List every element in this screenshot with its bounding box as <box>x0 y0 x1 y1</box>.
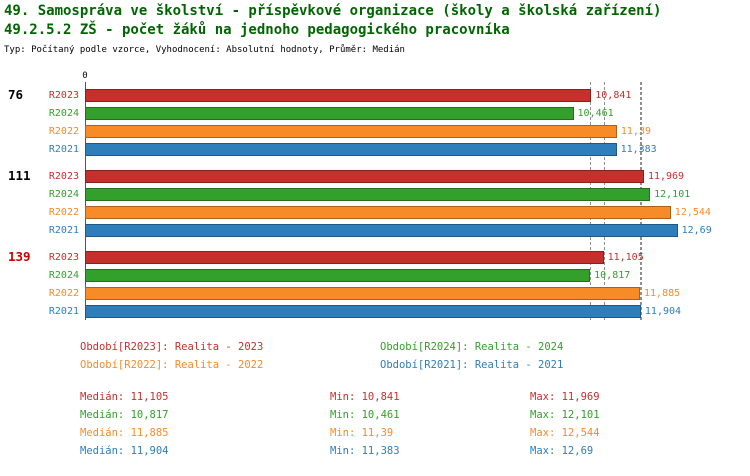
series-label: R2023 <box>48 89 79 101</box>
series-label: R2021 <box>48 143 79 155</box>
legend-item-R2022: Období[R2022]: Realita - 2022 <box>80 359 264 371</box>
bar-R2023 <box>85 88 592 102</box>
bar-value-label: 11,904 <box>644 305 682 317</box>
bar-value-label: 12,101 <box>654 188 691 200</box>
stat-min-R2023: Min: 10,841 <box>330 391 400 403</box>
group-id-label: 139 <box>8 249 31 264</box>
bar-row-R2023: R2023 11,969 <box>0 167 750 185</box>
bar-R2022 <box>85 286 641 300</box>
y-axis-line <box>85 82 86 320</box>
bar-R2023 <box>85 169 644 183</box>
series-label: R2024 <box>48 188 79 200</box>
bar-row-R2022: R2022 11,885 <box>0 284 750 302</box>
bar-row-R2024: R2024 12,101 <box>0 185 750 203</box>
group-id-label: 76 <box>8 87 24 102</box>
legend-item-R2024: Období[R2024]: Realita - 2024 <box>380 341 564 353</box>
bar-R2023 <box>85 250 604 264</box>
bar-R2024 <box>85 106 574 120</box>
bar-value-label: 10,841 <box>595 89 632 101</box>
stat-median-R2023: Medián: 11,105 <box>80 391 169 403</box>
bar-row-R2024: R2024 10,461 <box>0 104 750 122</box>
bar-row-R2022: R2022 11,39 <box>0 122 750 140</box>
chart-subtitle: Typ: Počítaný podle vzorce, Vyhodnocení:… <box>4 45 405 55</box>
bar-value-label: 10,817 <box>594 269 631 281</box>
stat-median-R2021: Medián: 11,904 <box>80 445 169 457</box>
bar-value-label: 11,885 <box>644 287 681 299</box>
chart-title: 49.2.5.2 ZŠ - počet žáků na jednoho peda… <box>4 22 510 38</box>
median-line-R2022 <box>640 82 642 320</box>
series-label: R2022 <box>48 206 79 218</box>
bar-value-label: 10,461 <box>577 107 614 119</box>
series-label: R2021 <box>48 305 79 317</box>
stat-max-R2024: Max: 12,101 <box>530 409 600 421</box>
stat-max-R2022: Max: 12,544 <box>530 427 600 439</box>
series-label: R2023 <box>48 251 79 263</box>
series-label: R2024 <box>48 269 79 281</box>
series-label: R2024 <box>48 107 79 119</box>
page-title: 49. Samospráva ve školství - příspěvkové… <box>4 3 662 19</box>
bar-row-R2023: R2023 10,841 <box>0 86 750 104</box>
bar-value-label: 11,969 <box>647 170 685 182</box>
series-label: R2023 <box>48 170 79 182</box>
median-line-R2023 <box>603 82 605 320</box>
stat-median-R2022: Medián: 11,885 <box>80 427 169 439</box>
legend-item-R2021: Období[R2021]: Realita - 2021 <box>380 359 564 371</box>
bar-row-R2023: R2023 11,105 <box>0 248 750 266</box>
stat-max-R2023: Max: 11,969 <box>530 391 600 403</box>
plot-area: 76 R2023 10,841 R2024 10,461 R2022 11,39 R2021 1… <box>0 82 750 320</box>
median-line-R2024 <box>590 82 592 320</box>
group-id-label: 111 <box>8 168 31 183</box>
stat-median-R2024: Medián: 10,817 <box>80 409 169 421</box>
bar-row-R2024: R2024 10,817 <box>0 266 750 284</box>
bar-R2021 <box>85 142 617 156</box>
axis-zero-label: 0 <box>82 71 88 81</box>
bar-row-R2022: R2022 12,544 <box>0 203 750 221</box>
stat-min-R2021: Min: 11,383 <box>330 445 400 457</box>
series-label: R2021 <box>48 224 79 236</box>
bar-R2022 <box>85 124 617 138</box>
bar-value-label: 11,105 <box>607 251 644 263</box>
bar-value-label: 12,544 <box>674 206 711 218</box>
series-label: R2022 <box>48 125 79 137</box>
bar-R2022 <box>85 205 671 219</box>
bar-row-R2021: R2021 11,904 <box>0 302 750 320</box>
legend-item-R2023: Období[R2023]: Realita - 2023 <box>80 341 264 353</box>
bar-R2021 <box>85 223 678 237</box>
median-line-R2021 <box>640 82 642 320</box>
bar-value-label: 11,383 <box>620 143 657 155</box>
bar-value-label: 12,69 <box>681 224 712 236</box>
bar-row-R2021: R2021 11,383 <box>0 140 750 158</box>
series-label: R2022 <box>48 287 79 299</box>
stat-min-R2022: Min: 11,39 <box>330 427 394 439</box>
bar-R2024 <box>85 268 591 282</box>
stat-min-R2024: Min: 10,461 <box>330 409 400 421</box>
bar-row-R2021: R2021 12,69 <box>0 221 750 239</box>
stat-max-R2021: Max: 12,69 <box>530 445 594 457</box>
bar-value-label: 11,39 <box>620 125 652 137</box>
bar-R2024 <box>85 187 651 201</box>
bar-R2021 <box>85 304 641 318</box>
